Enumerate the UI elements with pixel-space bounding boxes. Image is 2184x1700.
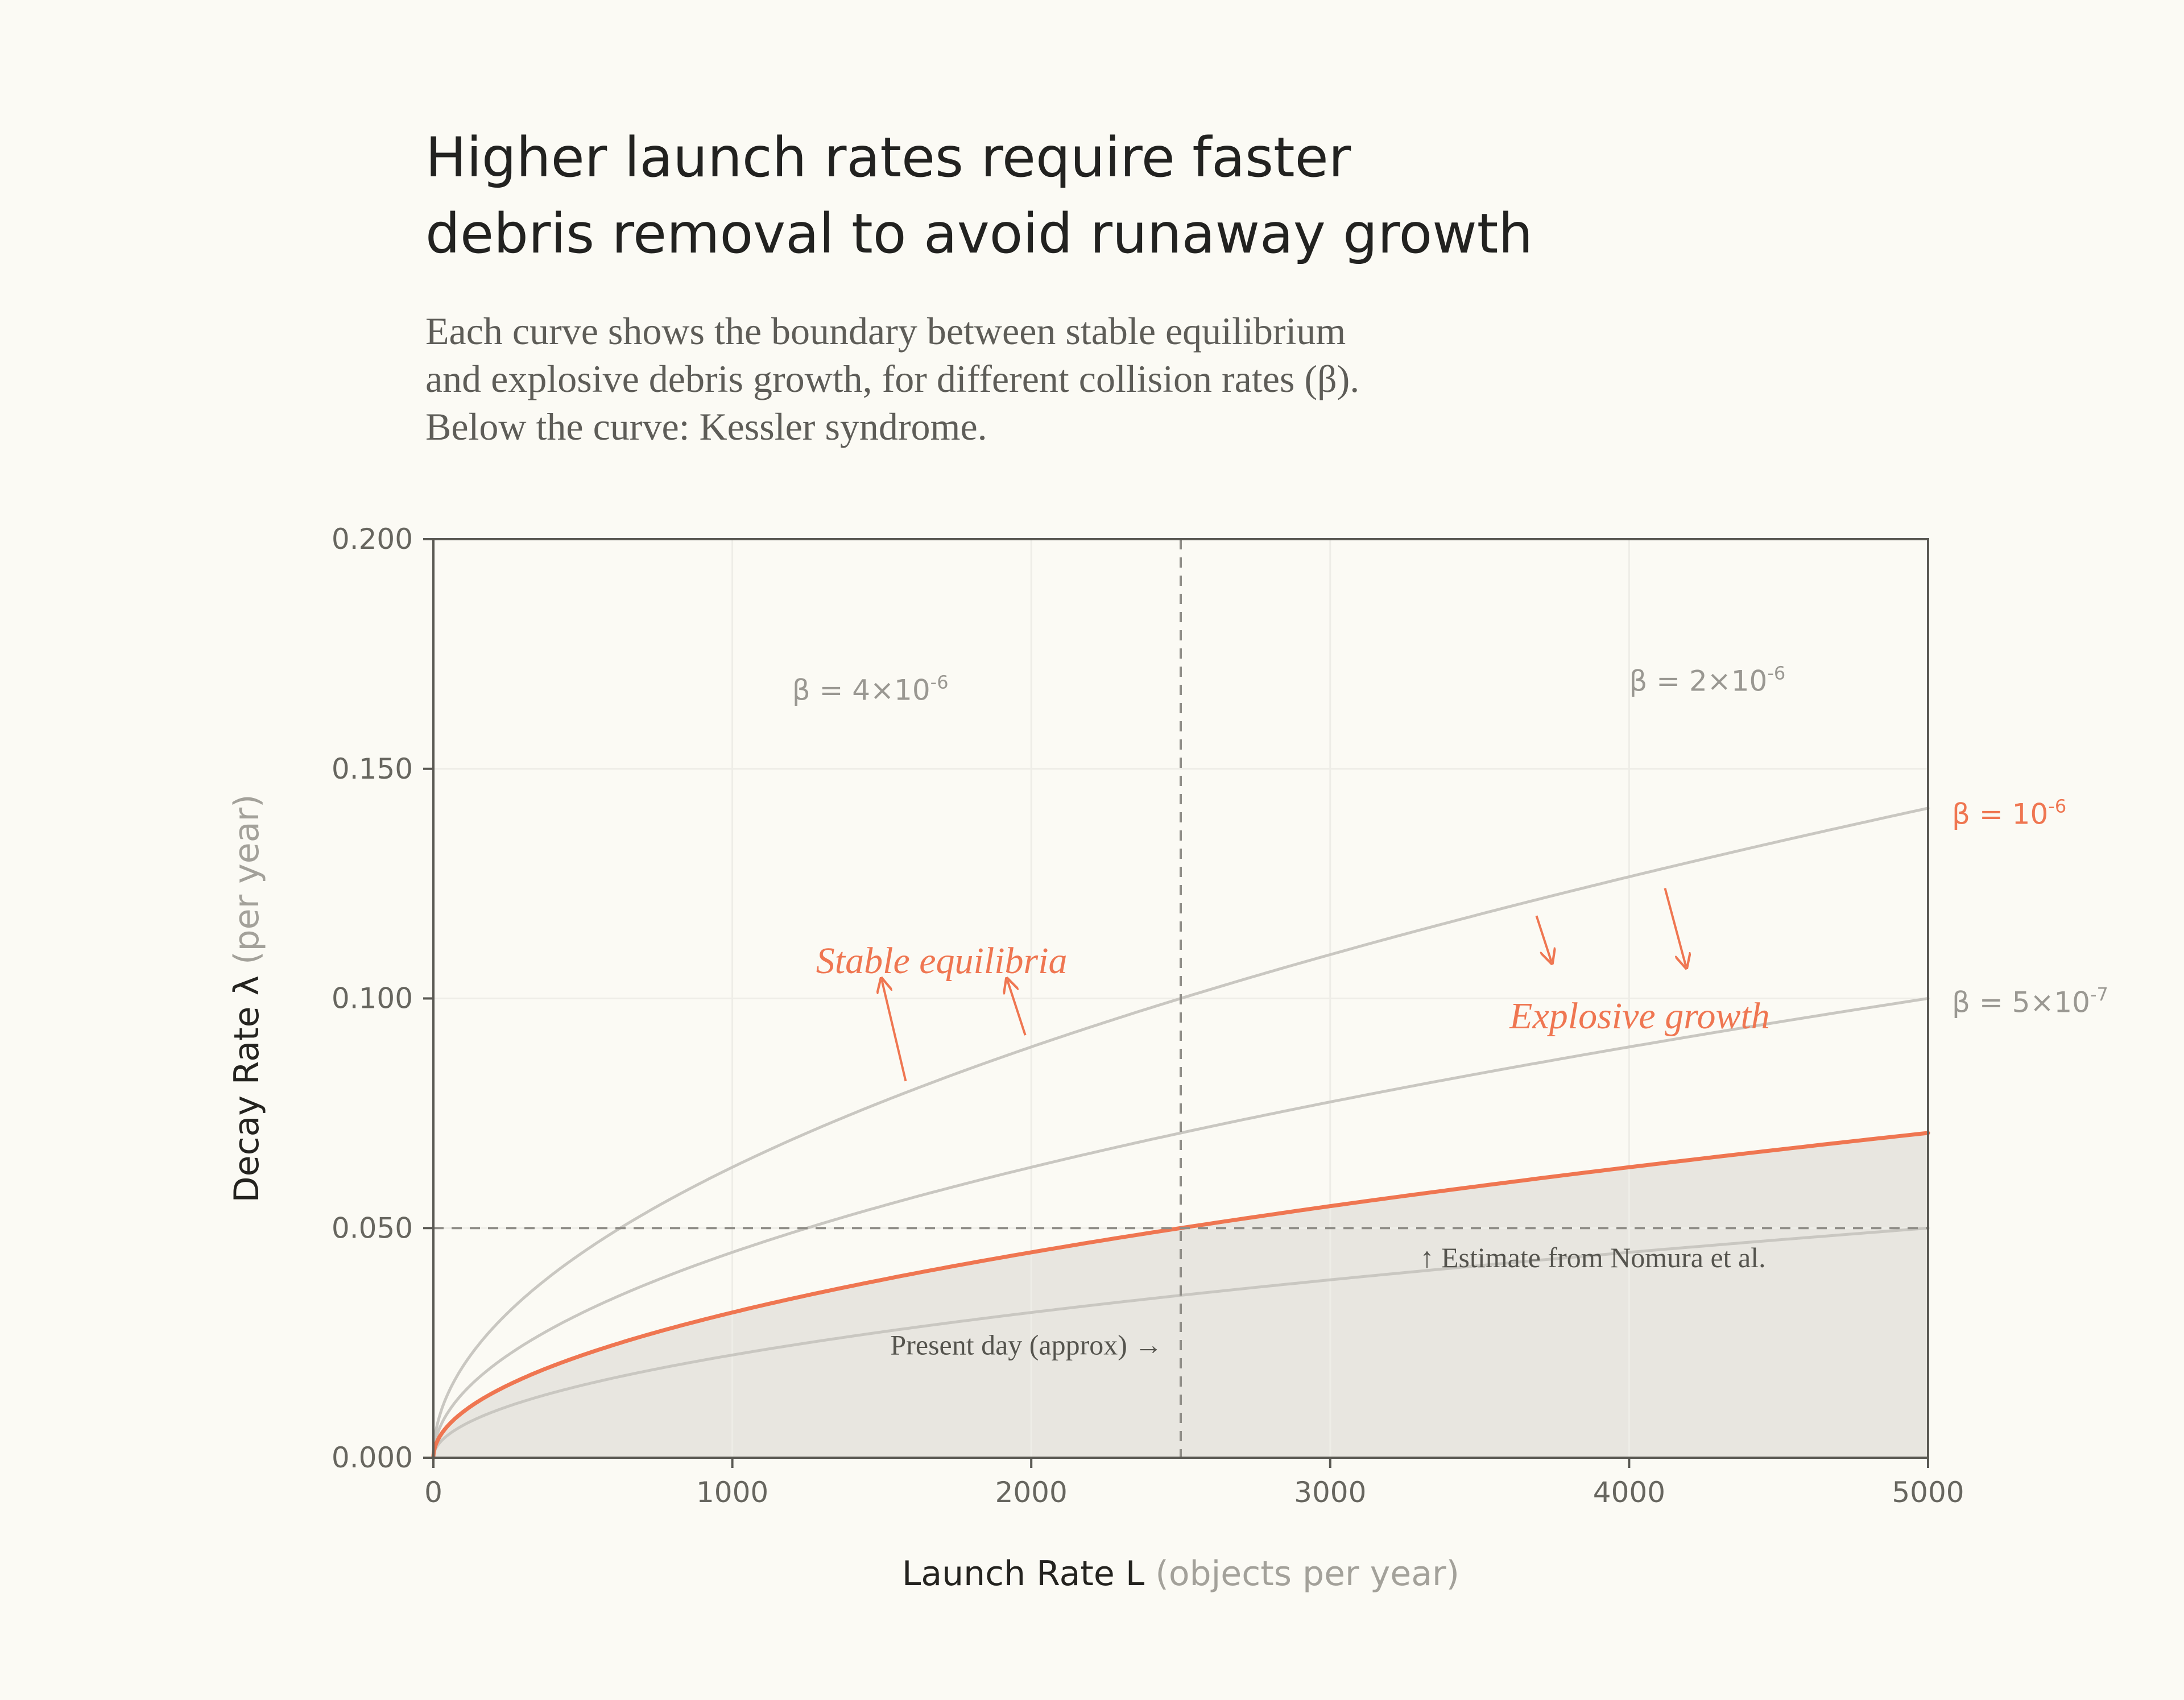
x-tick-label-5: 5000 <box>1892 1476 1964 1509</box>
curve-label-exp-3: -7 <box>2090 984 2108 1006</box>
y-axis-unit: (per year) <box>227 794 267 964</box>
subtitle-line-2: and explosive debris growth, for differe… <box>425 357 1360 400</box>
y-axis-label: Decay Rate λ <box>227 965 267 1203</box>
curve-label-exp-1: -6 <box>1767 662 1785 684</box>
present-day-note: Present day (approx) → <box>890 1329 1163 1360</box>
region-label-explosive: Explosive growth <box>1509 995 1770 1037</box>
curve-label-base-3: β = 5×10 <box>1952 986 2090 1019</box>
x-tick-label-3: 3000 <box>1294 1476 1366 1509</box>
x-tick-label-4: 4000 <box>1593 1476 1665 1509</box>
curve-label-exp-2: -6 <box>2048 796 2066 817</box>
curve-label-base-0: β = 4×10 <box>792 674 930 707</box>
nomura-estimate-note: ↑ Estimate from Nomura et al. <box>1420 1242 1765 1273</box>
arrow-down-1 <box>1535 915 1551 962</box>
title-line-1: Higher launch rates require faster <box>425 126 1351 189</box>
y-tick-label-4: 0.200 <box>332 523 413 556</box>
x-axis-title: Launch Rate L (objects per year) <box>902 1554 1459 1594</box>
curve-label-exp-0: -6 <box>930 672 949 693</box>
y-tick-label-1: 0.050 <box>332 1211 413 1244</box>
y-axis-title: Decay Rate λ (per year) <box>227 794 267 1202</box>
curve-label-3: β = 5×10-7 <box>1952 984 2108 1019</box>
title-line-2: debris removal to avoid runaway growth <box>425 202 1533 266</box>
curve-label-base-1: β = 2×10 <box>1629 664 1767 697</box>
y-tick-label-2: 0.100 <box>332 982 413 1015</box>
x-axis-label: Launch Rate L <box>902 1554 1156 1594</box>
curve-label-0: β = 4×10-6 <box>792 672 949 707</box>
curve-label-2: β = 10-6 <box>1952 796 2066 831</box>
arrow-up-2 <box>1007 980 1027 1036</box>
curve-3 <box>432 1226 1930 1459</box>
subtitle-line-1: Each curve shows the boundary between st… <box>425 309 1346 353</box>
curve-2 <box>431 1131 1930 1460</box>
y-tick-label-3: 0.150 <box>332 752 413 785</box>
curve-0 <box>432 806 1930 1459</box>
y-tick-label-0: 0.000 <box>332 1441 413 1474</box>
region-label-stable: Stable equilibria <box>816 940 1068 982</box>
chart-subtitle: Each curve shows the boundary between st… <box>425 307 1790 450</box>
arrow-up-1 <box>882 980 907 1082</box>
arrow-down-2 <box>1664 888 1686 966</box>
x-axis-unit: (objects per year) <box>1155 1554 1459 1594</box>
curve-label-1: β = 2×10-6 <box>1629 662 1785 697</box>
subtitle-line-3: Below the curve: Kessler syndrome. <box>425 405 987 448</box>
label-layer: β = 4×10-6 β = 2×10-6β = 10-6β = 5×10-7St… <box>792 662 2108 1360</box>
x-tick-label-1: 1000 <box>696 1476 768 1509</box>
reference-line-layer <box>433 539 1928 1458</box>
axis-layer: 0.000 0.050 0.100 0.150 0.200 0 1000 2000 3000 40… <box>227 523 1964 1594</box>
x-tick-label-0: 0 <box>424 1476 442 1509</box>
curve-label-base-2: β = 10 <box>1952 798 2048 831</box>
x-tick-label-2: 2000 <box>995 1476 1068 1509</box>
chart-title: Higher launch rates require faster debri… <box>425 119 1790 272</box>
